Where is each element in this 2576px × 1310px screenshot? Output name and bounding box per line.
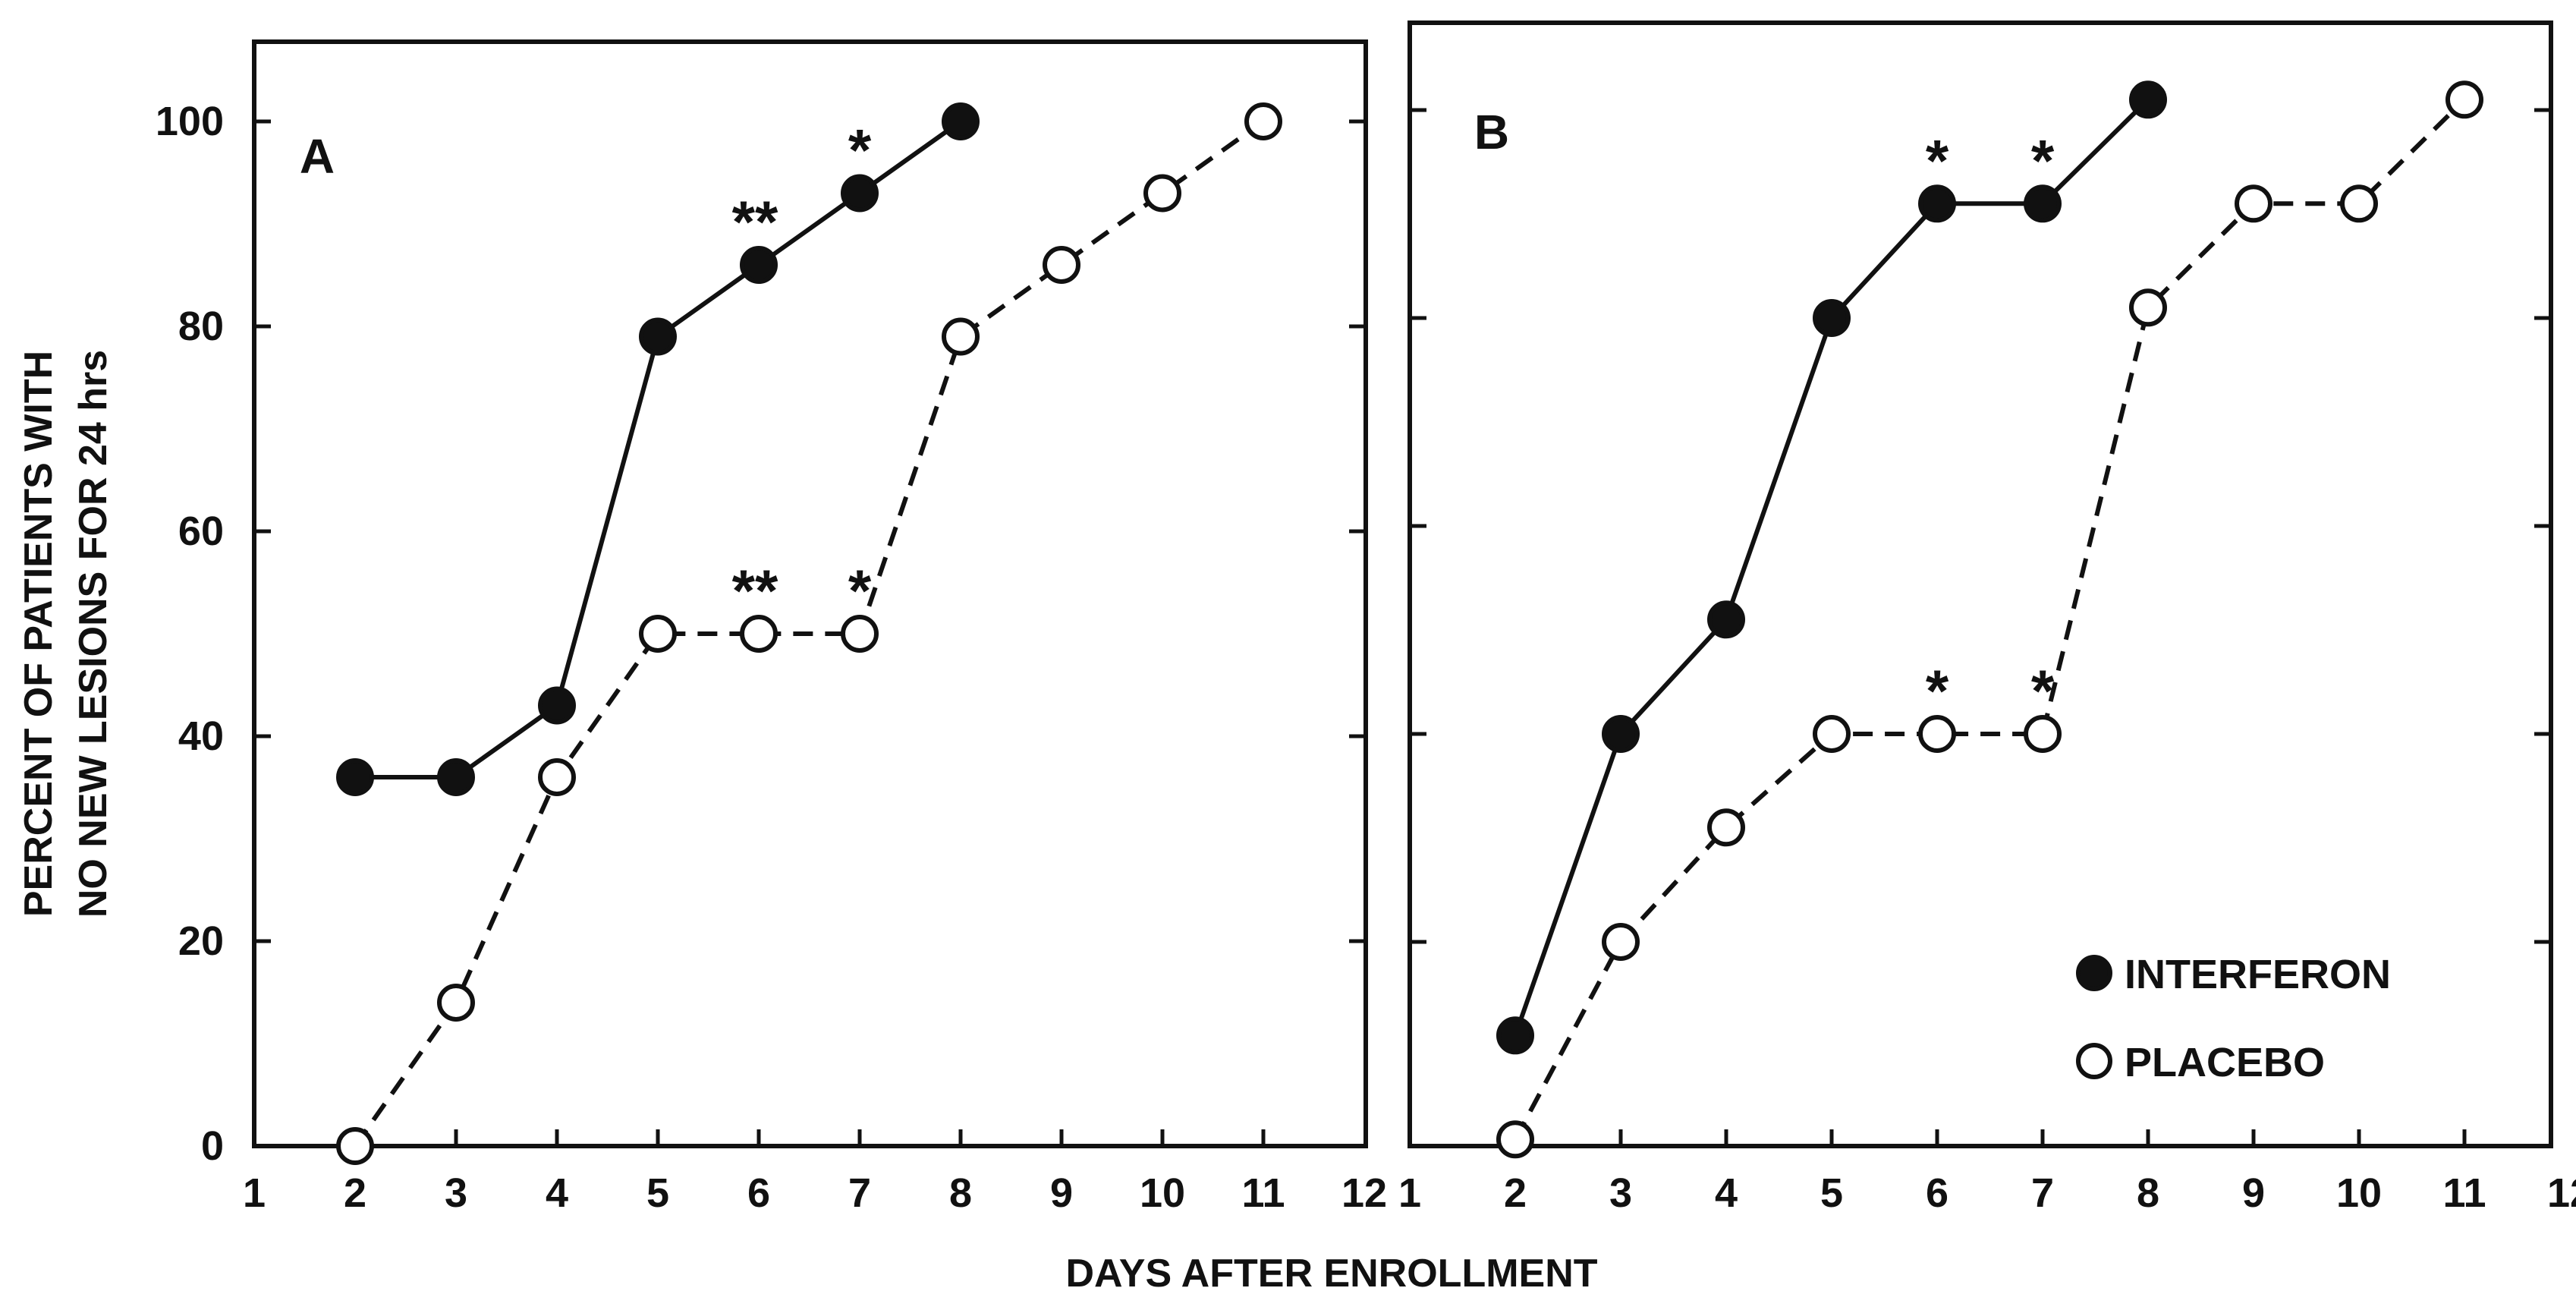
placebo-point <box>1707 808 1745 847</box>
interferon-point <box>1496 1016 1534 1055</box>
x-tick-label: 3 <box>1609 1170 1632 1216</box>
significance-marker: * <box>848 557 872 624</box>
interferon-point <box>639 317 677 356</box>
placebo-point <box>2340 184 2378 223</box>
interferon-line <box>1513 98 2150 1037</box>
x-tick-label: 12 <box>1341 1170 1387 1216</box>
significance-marker: * <box>1926 127 1949 194</box>
interferon-point <box>1707 600 1745 639</box>
x-tick-label: 11 <box>2442 1170 2486 1216</box>
placebo-point <box>1602 923 1640 961</box>
y-axis-title-line-2: NO NEW LESIONS FOR 24 hrs <box>71 350 115 918</box>
placebo-point <box>336 1127 374 1165</box>
interferon-point <box>2129 80 2167 119</box>
y-tick-label: 80 <box>178 304 224 349</box>
x-tick-label: 8 <box>949 1170 972 1216</box>
x-tick-label: 1 <box>1398 1170 1421 1216</box>
placebo-point <box>1496 1120 1534 1159</box>
interferon-point <box>841 174 879 213</box>
interferon-point <box>1602 715 1640 753</box>
placebo-point <box>2024 715 2062 753</box>
y-axis-title-line-1: PERCENT OF PATIENTS WITH <box>17 351 61 917</box>
x-tick-label: 7 <box>848 1170 871 1216</box>
x-tick-label: 5 <box>1820 1170 1843 1216</box>
placebo-point <box>740 615 778 653</box>
x-tick-label: 4 <box>546 1170 568 1216</box>
y-tick-label: 40 <box>178 713 224 759</box>
interferon-point <box>942 102 980 140</box>
interferon-line <box>355 119 962 779</box>
interferon-point <box>336 758 374 796</box>
interferon-point <box>1813 299 1851 337</box>
x-tick-label: 11 <box>1241 1170 1285 1216</box>
y-tick-label: 0 <box>201 1123 224 1169</box>
placebo-point <box>2235 184 2272 223</box>
y-tick-label: 60 <box>178 509 224 554</box>
interferon-point <box>1918 184 1956 223</box>
placebo-line <box>353 119 1265 1148</box>
x-tick-label: 12 <box>2547 1170 2576 1216</box>
x-tick-label: 8 <box>2137 1170 2159 1216</box>
plot-frame <box>252 39 1368 1148</box>
placebo-point <box>538 758 576 796</box>
x-tick-label: 6 <box>747 1170 770 1216</box>
x-tick-label: 5 <box>646 1170 669 1216</box>
x-tick-label: 10 <box>2336 1170 2382 1216</box>
y-tick-label: 20 <box>178 918 224 964</box>
placebo-point <box>1918 715 1956 753</box>
x-tick-label: 6 <box>1926 1170 1949 1216</box>
x-axis-title: DAYS AFTER ENROLLMENT <box>1065 1252 1597 1296</box>
x-tick-label: 2 <box>344 1170 366 1216</box>
x-tick-label: 9 <box>1050 1170 1073 1216</box>
x-tick-label: 7 <box>2031 1170 2054 1216</box>
placebo-point <box>2445 80 2483 119</box>
placebo-point <box>2129 288 2167 327</box>
placebo-point <box>942 317 980 356</box>
placebo-point <box>639 615 677 653</box>
placebo-point <box>1043 246 1080 284</box>
plot-frame <box>1408 20 2553 1148</box>
significance-marker: * <box>2031 127 2055 194</box>
significance-marker: * <box>1926 657 1949 724</box>
significance-marker: ** <box>732 188 778 255</box>
panel-letter: A <box>300 129 335 184</box>
x-tick-label: 1 <box>243 1170 266 1216</box>
y-tick-label: 100 <box>156 99 224 144</box>
placebo-point <box>1244 102 1282 140</box>
legend-placebo-marker <box>2076 1043 2112 1079</box>
significance-marker: * <box>2031 657 2055 724</box>
panel-letter: B <box>1474 105 1509 159</box>
placebo-point <box>841 615 879 653</box>
y-axis-title: PERCENT OF PATIENTS WITH NO NEW LESIONS … <box>17 350 115 918</box>
placebo-point <box>1143 174 1181 213</box>
x-tick-label: 4 <box>1715 1170 1738 1216</box>
legend-interferon-marker <box>2076 955 2112 991</box>
interferon-point <box>740 246 778 284</box>
significance-marker: * <box>848 117 872 184</box>
x-tick-label: 2 <box>1504 1170 1527 1216</box>
x-tick-label: 10 <box>1140 1170 1185 1216</box>
placebo-line <box>1513 98 2467 1141</box>
interferon-point <box>538 686 576 725</box>
interferon-point <box>2024 184 2062 223</box>
interferon-point <box>437 758 475 796</box>
x-tick-label: 9 <box>2242 1170 2265 1216</box>
x-tick-label: 3 <box>445 1170 467 1216</box>
placebo-point <box>1813 715 1851 753</box>
significance-marker: ** <box>732 557 778 624</box>
legend-interferon-label: INTERFERON <box>2125 952 2391 997</box>
placebo-point <box>437 984 475 1022</box>
legend-placebo-label: PLACEBO <box>2125 1040 2325 1085</box>
